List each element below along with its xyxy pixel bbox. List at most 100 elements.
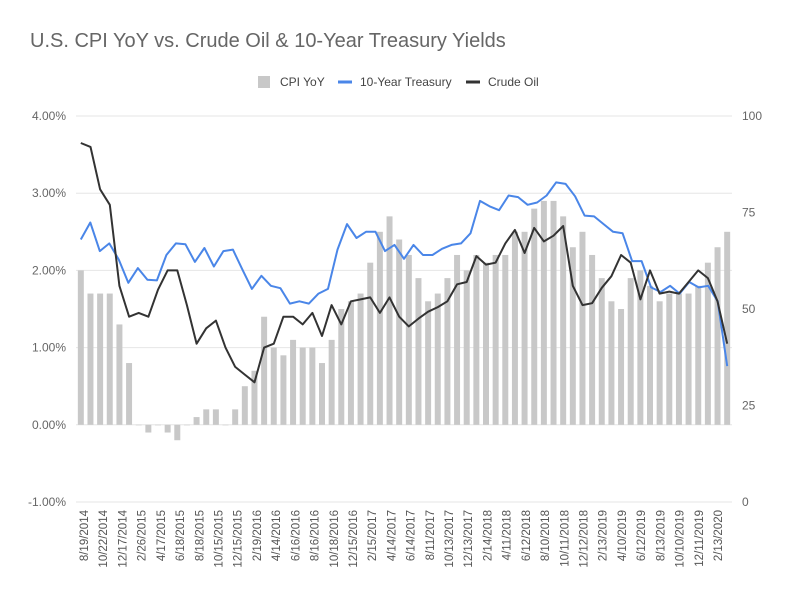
y-right-tick-label: 75 <box>742 206 756 220</box>
cpi-bar <box>174 424 181 441</box>
cpi-bar <box>405 254 412 425</box>
cpi-bar <box>328 339 335 425</box>
y-left-tick-label: -1.00% <box>28 495 66 509</box>
x-tick-label: 10/15/2015 <box>213 510 225 568</box>
cpi-bar <box>241 386 248 425</box>
cpi-bar <box>666 293 673 425</box>
x-tick-label: 12/13/2017 <box>463 510 475 568</box>
x-tick-label: 4/11/2018 <box>502 510 514 560</box>
cpi-bar <box>685 293 692 425</box>
cpi-bar <box>647 285 653 425</box>
cpi-bar <box>560 216 567 425</box>
cpi-bar <box>569 247 576 425</box>
cpi-bar <box>222 424 229 426</box>
cpi-bar <box>367 262 374 425</box>
x-tick-label: 4/14/2017 <box>386 510 398 561</box>
cpi-bar <box>618 309 625 425</box>
cpi-bar <box>444 278 451 425</box>
cpi-bar <box>425 301 432 425</box>
cpi-bar <box>135 424 142 426</box>
cpi-bar <box>511 231 518 425</box>
y-right-tick-label: 50 <box>742 302 756 316</box>
x-tick-label: 8/13/2019 <box>655 510 667 561</box>
y-left-tick-label: 1.00% <box>32 341 66 355</box>
legend-swatch-cpi <box>258 76 270 88</box>
x-tick-label: 2/19/2016 <box>252 510 264 561</box>
cpi-bar <box>521 231 528 425</box>
x-tick-label: 4/14/2016 <box>271 510 283 561</box>
cpi-bar <box>550 200 557 425</box>
cpi-bar <box>280 355 287 425</box>
y-left-tick-label: 4.00% <box>32 109 66 123</box>
x-tick-label: 10/13/2017 <box>444 510 456 568</box>
crude-oil-line <box>80 142 729 384</box>
cpi-bar <box>531 208 538 425</box>
x-tick-label: 10/22/2014 <box>98 509 110 567</box>
x-tick-label: 2/15/2017 <box>367 510 379 561</box>
x-tick-label: 8/11/2017 <box>425 510 437 560</box>
cpi-bar <box>502 254 509 425</box>
x-tick-label: 2/26/2015 <box>137 510 149 561</box>
cpi-bar <box>338 309 345 425</box>
x-tick-label: 12/15/2015 <box>233 510 245 568</box>
cpi-bar <box>77 270 84 425</box>
cpi-bar <box>212 409 219 425</box>
cpi-bar <box>376 231 383 425</box>
x-tick-label: 6/14/2017 <box>406 510 418 561</box>
y-right-tick-label: 25 <box>742 399 756 413</box>
x-tick-label: 2/13/2019 <box>598 510 610 561</box>
cpi-bar <box>261 316 268 425</box>
chart-title: U.S. CPI YoY vs. Crude Oil & 10-Year Tre… <box>30 30 506 52</box>
cpi-bar <box>232 409 239 425</box>
cpi-bar <box>203 409 210 425</box>
legend-label: Crude Oil <box>488 75 539 89</box>
x-tick-label: 12/11/2019 <box>694 510 706 567</box>
y-right-tick-label: 0 <box>742 495 749 509</box>
cpi-bar <box>598 278 605 425</box>
cpi-bar <box>145 424 152 433</box>
x-tick-label: 6/16/2016 <box>290 510 302 561</box>
x-tick-label: 10/11/2018 <box>559 510 571 567</box>
cpi-bar <box>540 200 547 425</box>
cpi-bar <box>270 347 277 425</box>
x-tick-label: 12/12/2018 <box>579 510 591 568</box>
cpi-bar <box>251 370 258 425</box>
cpi-bar <box>589 254 596 425</box>
cpi-bar <box>434 293 441 425</box>
legend-label: 10-Year Treasury <box>360 75 452 89</box>
x-tick-label: 2/14/2018 <box>482 510 494 561</box>
cpi-bar <box>415 278 422 425</box>
cpi-bar <box>483 262 489 425</box>
cpi-bar <box>309 347 316 425</box>
cpi-bar <box>473 254 480 425</box>
x-tick-label: 12/15/2016 <box>348 510 360 568</box>
y-left-tick-label: 2.00% <box>32 263 66 277</box>
cpi-bar <box>386 216 393 425</box>
x-tick-label: 8/10/2018 <box>540 510 552 561</box>
cpi-bar <box>290 339 297 425</box>
y-left-tick-label: 3.00% <box>32 186 66 200</box>
x-tick-label: 8/18/2015 <box>194 510 206 561</box>
cpi-bar <box>357 293 364 425</box>
cpi-bar <box>299 347 306 425</box>
x-tick-label: 10/18/2016 <box>329 510 341 568</box>
cpi-bar <box>637 270 644 425</box>
cpi-bar <box>183 424 190 426</box>
cpi-bar <box>714 247 721 425</box>
cpi-bar <box>87 293 94 425</box>
x-tick-label: 8/16/2016 <box>310 510 322 561</box>
x-tick-label: 6/12/2018 <box>521 510 533 561</box>
x-tick-label: 2/13/2020 <box>713 510 725 561</box>
cpi-bar <box>454 254 461 425</box>
cpi-bar <box>155 424 161 426</box>
cpi-bar <box>656 301 663 425</box>
x-tick-label: 4/17/2015 <box>156 510 168 561</box>
x-tick-label: 6/18/2015 <box>175 510 187 561</box>
cpi-bar <box>347 301 354 425</box>
cpi-bar <box>608 301 615 425</box>
legend-label: CPI YoY <box>280 75 325 89</box>
x-tick-label: 4/10/2019 <box>617 510 629 561</box>
x-tick-label: 12/17/2014 <box>117 509 129 567</box>
